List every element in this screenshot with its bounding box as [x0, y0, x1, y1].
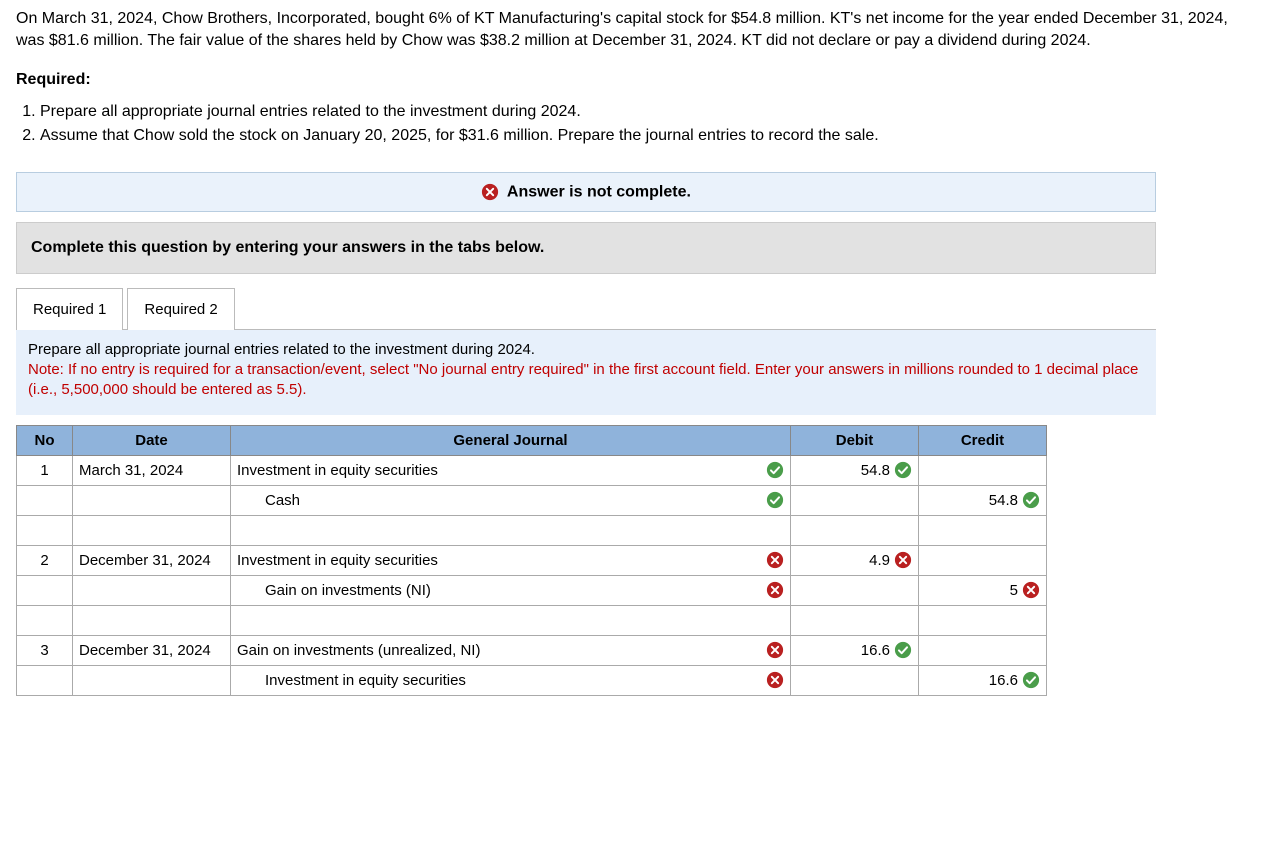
cell-no: 2 — [17, 545, 73, 575]
x-icon — [766, 581, 784, 599]
account-label: Cash — [237, 492, 300, 509]
cell-account[interactable]: Investment in equity securities — [231, 545, 791, 575]
problem-paragraph: On March 31, 2024, Chow Brothers, Incorp… — [16, 8, 1258, 53]
table-row: 3December 31, 2024 Gain on investments (u… — [17, 635, 1047, 665]
cell-debit[interactable] — [791, 575, 919, 605]
table-row: Cash 54.8 — [17, 485, 1047, 515]
debit-value: 4.9 — [869, 552, 890, 569]
tab-panel: Prepare all appropriate journal entries … — [16, 329, 1156, 415]
check-icon — [894, 641, 912, 659]
x-icon — [766, 671, 784, 689]
tab-required-1[interactable]: Required 1 — [16, 288, 123, 330]
credit-value: 5 — [1010, 582, 1018, 599]
tabs-row: Required 1 Required 2 — [16, 288, 1258, 330]
cell-account[interactable]: Gain on investments (unrealized, NI) — [231, 635, 791, 665]
cell-no — [17, 665, 73, 695]
cell-date[interactable]: December 31, 2024 — [73, 635, 231, 665]
requirements-list: Prepare all appropriate journal entries … — [40, 101, 1258, 148]
header-debit: Debit — [791, 425, 919, 455]
cell-no: 3 — [17, 635, 73, 665]
cell-no — [17, 575, 73, 605]
cell-credit[interactable] — [919, 545, 1047, 575]
cell-account[interactable]: Cash — [231, 485, 791, 515]
cell-credit[interactable]: 5 — [919, 575, 1047, 605]
cell-account[interactable]: Gain on investments (NI) — [231, 575, 791, 605]
check-icon — [766, 461, 784, 479]
table-row: 2December 31, 2024 Investment in equity s… — [17, 545, 1047, 575]
cell-debit[interactable] — [791, 665, 919, 695]
account-label: Investment in equity securities — [237, 462, 438, 479]
tab-required-2[interactable]: Required 2 — [127, 288, 234, 330]
cell-date[interactable]: December 31, 2024 — [73, 545, 231, 575]
check-icon — [894, 461, 912, 479]
cell-account[interactable]: Investment in equity securities — [231, 665, 791, 695]
credit-value: 54.8 — [989, 492, 1018, 509]
header-credit: Credit — [919, 425, 1047, 455]
table-row: 1March 31, 2024 Investment in equity secu… — [17, 455, 1047, 485]
table-row: Investment in equity securities 16.6 — [17, 665, 1047, 695]
cell-account[interactable]: Investment in equity securities — [231, 455, 791, 485]
x-icon — [766, 641, 784, 659]
cell-credit[interactable]: 54.8 — [919, 485, 1047, 515]
cell-date[interactable] — [73, 575, 231, 605]
instruction-bar: Complete this question by entering your … — [16, 222, 1156, 274]
x-icon — [1022, 581, 1040, 599]
check-icon — [1022, 671, 1040, 689]
status-text: Answer is not complete. — [507, 183, 691, 200]
cell-debit[interactable] — [791, 485, 919, 515]
required-heading: Required: — [16, 71, 1258, 89]
cell-debit[interactable]: 54.8 — [791, 455, 919, 485]
cell-credit[interactable]: 16.6 — [919, 665, 1047, 695]
cell-no — [17, 485, 73, 515]
credit-value: 16.6 — [989, 672, 1018, 689]
status-banner: Answer is not complete. — [16, 172, 1156, 212]
requirement-item: Assume that Chow sold the stock on Janua… — [40, 125, 1258, 147]
debit-value: 54.8 — [861, 462, 890, 479]
check-icon — [1022, 491, 1040, 509]
requirement-item: Prepare all appropriate journal entries … — [40, 101, 1258, 123]
table-row: Gain on investments (NI) 5 — [17, 575, 1047, 605]
panel-prompt: Prepare all appropriate journal entries … — [28, 341, 535, 358]
debit-value: 16.6 — [861, 642, 890, 659]
check-icon — [766, 491, 784, 509]
cell-date[interactable]: March 31, 2024 — [73, 455, 231, 485]
x-icon — [766, 551, 784, 569]
header-gj: General Journal — [231, 425, 791, 455]
cell-credit[interactable] — [919, 455, 1047, 485]
journal-table: No Date General Journal Debit Credit 1Ma… — [16, 425, 1047, 696]
cell-credit[interactable] — [919, 635, 1047, 665]
cell-date[interactable] — [73, 485, 231, 515]
header-no: No — [17, 425, 73, 455]
cell-debit[interactable]: 4.9 — [791, 545, 919, 575]
table-row — [17, 605, 1047, 635]
account-label: Investment in equity securities — [237, 672, 466, 689]
cell-debit[interactable]: 16.6 — [791, 635, 919, 665]
account-label: Gain on investments (NI) — [237, 582, 431, 599]
header-date: Date — [73, 425, 231, 455]
x-icon — [481, 183, 499, 200]
cell-date[interactable] — [73, 665, 231, 695]
x-icon — [894, 551, 912, 569]
account-label: Gain on investments (unrealized, NI) — [237, 642, 480, 659]
table-row — [17, 515, 1047, 545]
cell-no: 1 — [17, 455, 73, 485]
account-label: Investment in equity securities — [237, 552, 438, 569]
panel-note: Note: If no entry is required for a tran… — [28, 361, 1138, 398]
